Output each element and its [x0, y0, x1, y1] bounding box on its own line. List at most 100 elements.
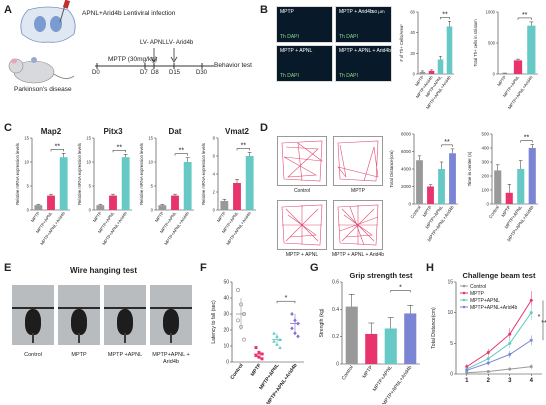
bar [183, 162, 192, 210]
y-axis-label: Relative mRNA expression levels [139, 143, 144, 205]
chart-map2: 0 5 10 15 Relative mRNA expression levels Map… [15, 127, 70, 246]
x-tick-label: 4 [530, 378, 534, 384]
significance-marker: * [285, 295, 288, 302]
track-caption-mptp: MPTP [351, 188, 365, 194]
y-tick-label: 10 [447, 310, 453, 316]
bar [59, 157, 68, 210]
data-point [293, 331, 297, 336]
data-point [236, 288, 240, 292]
significance-bracket [517, 17, 532, 20]
mptp-dose-label: MPTP (30mg/kg) [108, 56, 158, 63]
significance-bracket [520, 140, 533, 143]
chart-title: Pitx3 [103, 127, 123, 136]
panel-a-schematic [8, 0, 214, 84]
data-point [296, 334, 300, 339]
data-point [529, 338, 533, 342]
bar [365, 333, 378, 364]
bar [233, 183, 241, 210]
bar [494, 170, 502, 204]
x-tick-label: MPTP [30, 211, 41, 224]
bar [428, 70, 435, 74]
data-point [508, 367, 512, 371]
y-tick-label: 6 [213, 154, 216, 159]
data-point [508, 332, 512, 336]
y-tick-label: 50 [223, 280, 229, 286]
panel-f-label: F [200, 262, 207, 274]
y-tick-label: 30 [223, 312, 229, 318]
mouse-silhouette [117, 309, 133, 335]
x-tick-label: 3 [508, 378, 512, 384]
data-point [278, 345, 282, 349]
y-axis-label: Latency to fall (sec) [211, 300, 217, 344]
track-caption-control: Control [293, 188, 311, 194]
x-tick-label: MPTP [414, 75, 425, 88]
significance-bracket [174, 153, 188, 156]
track-caption-mptp-apnl: MPTP + APNL [285, 252, 319, 258]
data-point [465, 365, 469, 369]
bar [427, 186, 434, 204]
y-tick-label: 15 [24, 136, 29, 141]
y-tick-label: 10 [223, 344, 229, 350]
bar [245, 156, 254, 210]
significance-bracket [112, 150, 126, 153]
chart-vmat2: 0 2 4 6 8 Relative mRNA expression levels Vmat… [201, 127, 256, 246]
y-tick-label: 1000 [486, 10, 496, 15]
y-tick-label: 40 [223, 296, 229, 302]
panel-d-label: D [260, 122, 268, 134]
y-tick-label: 5 [151, 184, 154, 189]
data-point [254, 346, 258, 350]
chart-title: Vmat2 [225, 127, 250, 136]
bar [47, 195, 55, 210]
y-tick-label: 8000 [401, 132, 412, 137]
bar [96, 205, 105, 210]
panel-g-label: G [310, 262, 319, 274]
significance-marker: ** [442, 11, 448, 18]
x-tick-label: Control [230, 362, 245, 381]
significance-marker: ** [541, 320, 546, 327]
mouse-silhouette [163, 309, 179, 335]
legend-entry: Control [470, 284, 486, 290]
data-point [290, 326, 294, 331]
y-tick-label: 500 [488, 41, 496, 46]
track-path [337, 204, 379, 246]
y-tick-label: 2000 [401, 184, 412, 189]
y-tick-label: 4 [213, 172, 216, 177]
data-point [486, 370, 490, 374]
y-tick-label: 0 [408, 202, 411, 207]
data-point [529, 365, 533, 369]
significance-marker: * [399, 284, 402, 291]
y-tick-label: 10 [148, 160, 153, 165]
lv-apnl-label: LV- APNL [140, 40, 166, 46]
panel-e-label: E [4, 262, 12, 274]
significance-bracket [441, 144, 453, 147]
day-d0: D0 [92, 70, 100, 76]
x-tick-label: MPTP [496, 75, 507, 88]
legend-marker [462, 284, 466, 288]
chart-grip-strength: 0 0.2 0.4 0.6 Strength (kg) Grip strength tes… [319, 271, 420, 404]
significance-bracket [276, 300, 296, 304]
y-tick-label: 5 [450, 341, 453, 347]
y-tick-label: 100 [481, 188, 489, 193]
day-d15: D15 [169, 70, 181, 76]
significance-bracket [236, 148, 250, 151]
micrograph-caption: MPTP + APNL + Arid4b [339, 48, 391, 54]
micrograph-stain: Th DAPI [339, 73, 358, 79]
significance-bracket [50, 149, 64, 152]
series-line [466, 366, 532, 374]
chart-dat: 0 5 10 15 Relative mRNA expression levels Dat… [139, 127, 194, 246]
x-tick-label: Control [488, 205, 500, 220]
data-point [272, 331, 276, 335]
track-caption-mptp-apnl-arid4b: MPTP + APNL + Arid4b [332, 252, 384, 258]
y-tick-label: 0 [336, 362, 339, 368]
y-axis-label: Relative mRNA expression levels [201, 143, 206, 205]
significance-marker: ** [522, 12, 528, 19]
legend-marker [462, 298, 466, 302]
y-axis-label: Total Distance(cm) [389, 150, 394, 188]
series-line [466, 339, 532, 371]
significance-marker: ** [241, 142, 247, 149]
x-tick-label: Control [341, 365, 355, 382]
open-field-track-mptp-apnl-arid4b [333, 200, 383, 250]
y-tick-label: 200 [481, 174, 489, 179]
y-tick-label: 60 [410, 10, 415, 15]
